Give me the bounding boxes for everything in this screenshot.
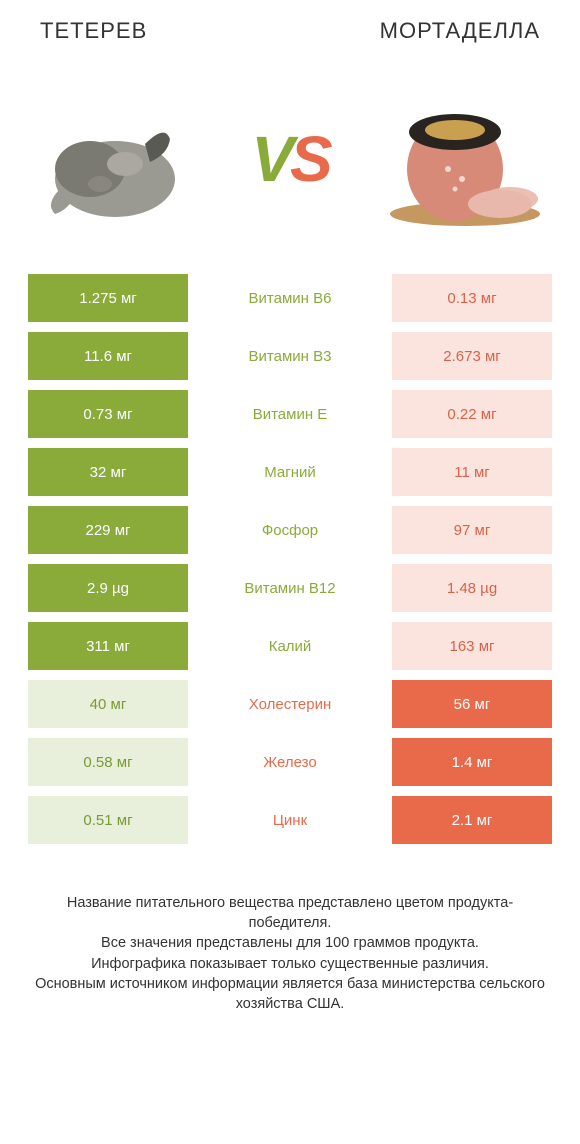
left-value: 0.58 мг xyxy=(28,738,188,786)
right-value: 0.22 мг xyxy=(392,390,552,438)
table-row: 11.6 мгВитамин B32.673 мг xyxy=(28,332,552,380)
table-row: 1.275 мгВитамин B60.13 мг xyxy=(28,274,552,322)
left-value: 229 мг xyxy=(28,506,188,554)
images-row: VS xyxy=(0,54,580,274)
left-value: 311 мг xyxy=(28,622,188,670)
left-value: 11.6 мг xyxy=(28,332,188,380)
left-value: 0.51 мг xyxy=(28,796,188,844)
table-row: 40 мгХолестерин56 мг xyxy=(28,680,552,728)
nutrient-name: Магний xyxy=(188,448,392,496)
table-row: 311 мгКалий163 мг xyxy=(28,622,552,670)
right-food-title: МОРТАДЕЛЛА xyxy=(380,18,540,44)
nutrient-name: Витамин B6 xyxy=(188,274,392,322)
footer-text: Название питательного вещества представл… xyxy=(0,854,580,1014)
header: ТЕТЕРЕВ МОРТАДЕЛЛА xyxy=(0,0,580,54)
left-value: 32 мг xyxy=(28,448,188,496)
right-value: 11 мг xyxy=(392,448,552,496)
table-row: 0.58 мгЖелезо1.4 мг xyxy=(28,738,552,786)
table-row: 0.51 мгЦинк2.1 мг xyxy=(28,796,552,844)
nutrient-name: Витамин E xyxy=(188,390,392,438)
vs-s: S xyxy=(290,123,329,195)
right-value: 97 мг xyxy=(392,506,552,554)
left-value: 0.73 мг xyxy=(28,390,188,438)
table-row: 0.73 мгВитамин E0.22 мг xyxy=(28,390,552,438)
nutrient-name: Витамин B3 xyxy=(188,332,392,380)
nutrient-name: Калий xyxy=(188,622,392,670)
nutrient-name: Цинк xyxy=(188,796,392,844)
left-value: 40 мг xyxy=(28,680,188,728)
right-value: 0.13 мг xyxy=(392,274,552,322)
vs-v: V xyxy=(251,123,290,195)
nutrient-name: Холестерин xyxy=(188,680,392,728)
nutrient-name: Витамин B12 xyxy=(188,564,392,612)
nutrient-name: Фосфор xyxy=(188,506,392,554)
left-food-image xyxy=(30,84,210,234)
left-value: 2.9 µg xyxy=(28,564,188,612)
right-value: 56 мг xyxy=(392,680,552,728)
left-food-title: ТЕТЕРЕВ xyxy=(40,18,147,44)
right-food-image xyxy=(370,84,550,234)
footer-line: Инфографика показывает только существенн… xyxy=(30,955,550,975)
footer-line: Название питательного вещества представл… xyxy=(30,894,550,933)
vs-label: VS xyxy=(251,122,328,196)
right-value: 1.4 мг xyxy=(392,738,552,786)
footer-line: Все значения представлены для 100 граммо… xyxy=(30,934,550,954)
table-row: 32 мгМагний11 мг xyxy=(28,448,552,496)
nutrient-table: 1.275 мгВитамин B60.13 мг11.6 мгВитамин … xyxy=(0,274,580,844)
nutrient-name: Железо xyxy=(188,738,392,786)
right-value: 2.673 мг xyxy=(392,332,552,380)
right-value: 163 мг xyxy=(392,622,552,670)
table-row: 229 мгФосфор97 мг xyxy=(28,506,552,554)
right-value: 2.1 мг xyxy=(392,796,552,844)
footer-line: Основным источником информации является … xyxy=(30,975,550,1014)
right-value: 1.48 µg xyxy=(392,564,552,612)
table-row: 2.9 µgВитамин B121.48 µg xyxy=(28,564,552,612)
left-value: 1.275 мг xyxy=(28,274,188,322)
